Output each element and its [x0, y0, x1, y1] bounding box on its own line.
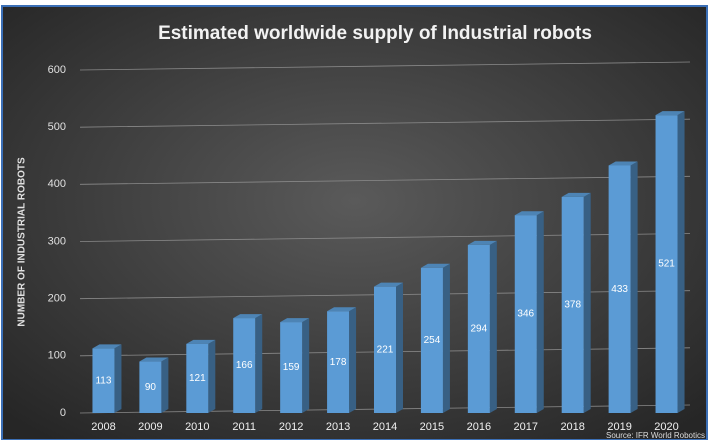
data-label: 294: [471, 324, 488, 335]
bar-front: [561, 196, 584, 413]
data-label: 521: [658, 259, 675, 270]
x-tick-label: 2008: [91, 421, 115, 433]
bar-side: [489, 240, 497, 413]
bar-front: [280, 322, 303, 413]
data-label: 113: [95, 375, 111, 386]
bar: [139, 357, 169, 413]
bar-top: [655, 111, 685, 116]
x-tick-label: 2009: [138, 421, 162, 433]
bar: [374, 282, 403, 413]
y-tick-label: 600: [48, 64, 66, 76]
grid-line: [79, 61, 691, 71]
data-label: 254: [424, 335, 441, 346]
bar-front: [514, 215, 537, 413]
x-tick-label: 2018: [560, 421, 584, 433]
bar-top: [514, 211, 544, 216]
grid-line: [79, 175, 691, 185]
bar-front: [420, 267, 443, 413]
data-label: 90: [145, 382, 157, 393]
data-label: 159: [283, 362, 300, 373]
bar-top: [139, 357, 169, 362]
bar-side: [442, 263, 450, 413]
bar-side: [114, 344, 122, 413]
y-axis-label: NUMBER OF INDUSTRIAL ROBOTS: [17, 157, 28, 327]
source-note: Source: IFR World Robotics: [606, 431, 705, 440]
x-tick-label: 2020: [654, 421, 678, 433]
x-tick-label: 2010: [185, 421, 209, 433]
bar: [561, 192, 591, 413]
x-tick-label: 2019: [607, 421, 631, 433]
bar: [608, 161, 638, 413]
y-tick-label: 500: [48, 121, 66, 133]
bar: [280, 318, 310, 413]
bar-front: [186, 343, 209, 413]
bar: [655, 111, 685, 413]
bar-side: [302, 318, 310, 413]
y-tick-label: 400: [48, 178, 66, 190]
x-tick-label: 2015: [420, 421, 444, 433]
data-label: 166: [236, 360, 253, 371]
y-tick-label: 200: [48, 293, 66, 305]
bar-side: [349, 307, 357, 413]
bar-side: [677, 111, 685, 413]
bar: [327, 307, 357, 413]
bar-top: [92, 344, 122, 349]
bar: [186, 339, 216, 413]
y-tick-label: 100: [48, 350, 66, 362]
bar-side: [255, 314, 263, 413]
bar: [514, 211, 544, 413]
data-label: 433: [611, 284, 628, 295]
bar: [233, 314, 263, 413]
bar-front: [655, 115, 678, 413]
bar-top: [420, 263, 450, 268]
bar-side: [583, 192, 591, 413]
bar-top: [327, 307, 357, 312]
y-tick-label: 300: [48, 235, 66, 247]
bar-side: [630, 161, 638, 413]
bar-side: [396, 282, 403, 413]
chart-title: Estimated worldwide supply of Industrial…: [158, 23, 592, 44]
bar-front: [233, 318, 256, 413]
bar-top: [233, 314, 263, 319]
bar-front: [327, 311, 350, 413]
bar-front: [608, 165, 631, 413]
bar: [92, 344, 122, 413]
bar-front: [139, 361, 162, 413]
bar-side: [536, 211, 544, 413]
x-tick-label: 2014: [373, 421, 397, 433]
x-tick-label: 2013: [326, 421, 350, 433]
data-label: 378: [564, 300, 581, 311]
data-label: 221: [377, 344, 394, 355]
bar-side: [208, 339, 216, 413]
data-label: 346: [517, 309, 534, 320]
bar-top: [608, 161, 638, 166]
x-tick-label: 2017: [514, 421, 538, 433]
bar-top: [467, 240, 497, 245]
bar-top: [280, 318, 310, 323]
bar-top: [561, 192, 591, 197]
x-tick-label: 2011: [232, 421, 256, 433]
bar-top: [374, 282, 403, 287]
bar-front: [374, 286, 396, 413]
y-tick-label: 0: [60, 407, 66, 419]
data-label: 178: [330, 357, 347, 368]
x-tick-label: 2016: [467, 421, 491, 433]
x-tick-label: 2012: [279, 421, 303, 433]
bar: [467, 240, 497, 413]
bar: [420, 263, 450, 413]
data-label: 121: [189, 373, 206, 384]
bar-front: [92, 348, 115, 413]
bar-side: [161, 357, 169, 413]
bar-front: [467, 244, 490, 413]
bar-top: [186, 339, 216, 344]
grid-line: [79, 118, 691, 128]
